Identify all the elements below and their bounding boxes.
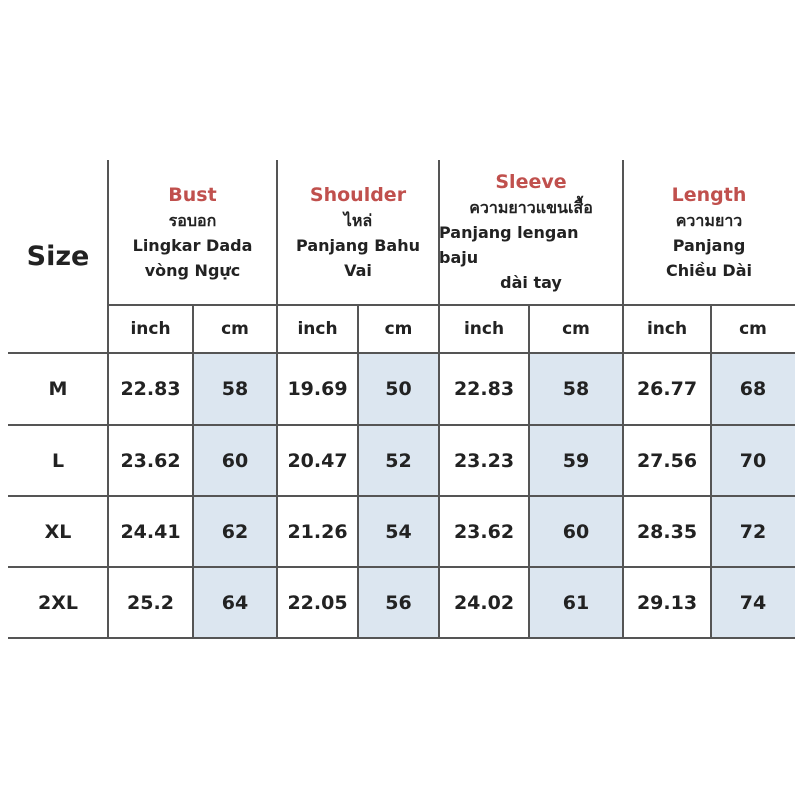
value-cell: 24.02 [453, 591, 515, 614]
unit-label: inch [297, 319, 338, 339]
group-subtitle: Chiều Dài [666, 260, 752, 280]
v-rule [438, 160, 440, 638]
size-label: M [48, 378, 68, 400]
unit-label: cm [384, 319, 413, 339]
size-header: Size [26, 241, 90, 272]
value-cell: 64 [221, 591, 249, 614]
group-subtitle: Vai [344, 260, 372, 280]
value-cell: 21.26 [287, 520, 348, 543]
value-cell: 56 [385, 591, 412, 614]
value-cell: 52 [385, 449, 412, 472]
h-rule [8, 424, 795, 426]
group-subtitle: Panjang [672, 235, 746, 255]
cm-shade [193, 353, 277, 425]
unit-label: inch [646, 319, 688, 339]
value-cell: 50 [385, 378, 412, 400]
cm-shade [711, 425, 795, 496]
unit-label: cm [562, 319, 590, 339]
cm-shade [358, 353, 439, 425]
value-cell: 25.2 [127, 591, 174, 614]
cm-shade [358, 425, 439, 496]
cm-shade [711, 567, 795, 638]
v-rule [357, 305, 359, 638]
value-cell: 23.23 [453, 449, 515, 472]
size-label: XL [44, 520, 72, 543]
cm-shade [529, 353, 623, 425]
unit-label: cm [739, 319, 767, 339]
value-cell: 58 [562, 378, 590, 400]
h-rule [8, 566, 795, 568]
group-subtitle: ความยาว [675, 210, 743, 230]
value-cell: 58 [221, 378, 249, 400]
value-cell: 22.05 [287, 591, 348, 614]
group-header: Length ความยาว Panjang Chiều Dài [623, 160, 795, 305]
value-cell: 20.47 [287, 449, 348, 472]
h-rule [8, 637, 795, 639]
group-subtitle: Panjang Bahu [296, 235, 420, 255]
v-rule [192, 305, 194, 638]
value-cell: 74 [739, 591, 767, 614]
cm-shade [193, 425, 277, 496]
value-cell: 26.77 [636, 378, 698, 400]
value-cell: 72 [739, 520, 767, 543]
value-cell: 19.69 [287, 378, 348, 400]
cm-shade [358, 496, 439, 567]
unit-label: cm [221, 319, 249, 339]
unit-label: inch [463, 319, 505, 339]
group-header: Bust รอบอก Lingkar Dada vòng Ngực [108, 160, 277, 305]
size-label: 2XL [38, 591, 78, 614]
value-cell: 59 [562, 449, 590, 472]
h-rule [108, 304, 795, 306]
cm-shade [529, 425, 623, 496]
value-cell: 60 [562, 520, 590, 543]
group-title: Length [671, 183, 747, 206]
cm-shade [358, 567, 439, 638]
value-cell: 23.62 [120, 449, 181, 472]
value-cell: 70 [739, 449, 767, 472]
v-rule [710, 305, 712, 638]
group-subtitle: Lingkar Dada [132, 235, 253, 255]
cm-shade [711, 496, 795, 567]
cm-shade [529, 496, 623, 567]
group-subtitle: dài tay [500, 273, 562, 292]
value-cell: 54 [385, 520, 412, 543]
value-cell: 22.83 [120, 378, 181, 400]
v-rule [528, 305, 530, 638]
cm-shade [193, 567, 277, 638]
cm-shade [529, 567, 623, 638]
group-subtitle: ความยาวแขนเสื้อ [469, 198, 593, 217]
group-subtitle: vòng Ngực [144, 260, 241, 280]
value-cell: 68 [739, 378, 767, 400]
value-cell: 28.35 [636, 520, 698, 543]
value-cell: 27.56 [636, 449, 698, 472]
value-cell: 22.83 [453, 378, 515, 400]
unit-label: inch [130, 319, 171, 339]
value-cell: 29.13 [636, 591, 698, 614]
group-subtitle: ไหล่ [343, 210, 373, 230]
value-cell: 23.62 [453, 520, 515, 543]
v-rule [107, 160, 109, 638]
value-cell: 60 [221, 449, 249, 472]
group-title: Sleeve [495, 171, 567, 193]
h-rule [8, 352, 795, 354]
group-subtitle: Panjang lengan baju [439, 223, 579, 267]
group-header: Shoulder ไหล่ Panjang Bahu Vai [277, 160, 439, 305]
v-rule [276, 160, 278, 638]
value-cell: 61 [562, 591, 590, 614]
group-title: Shoulder [309, 183, 407, 206]
size-label: L [51, 449, 65, 472]
h-rule [8, 495, 795, 497]
cm-shade [193, 496, 277, 567]
group-subtitle: รอบอก [168, 210, 217, 230]
v-rule [622, 160, 624, 638]
cm-shade [711, 353, 795, 425]
group-header: Sleeve ความยาวแขนเสื้อ Panjang lengan baju… [439, 160, 623, 305]
group-title: Bust [168, 183, 217, 206]
value-cell: 62 [221, 520, 249, 543]
value-cell: 24.41 [120, 520, 181, 543]
